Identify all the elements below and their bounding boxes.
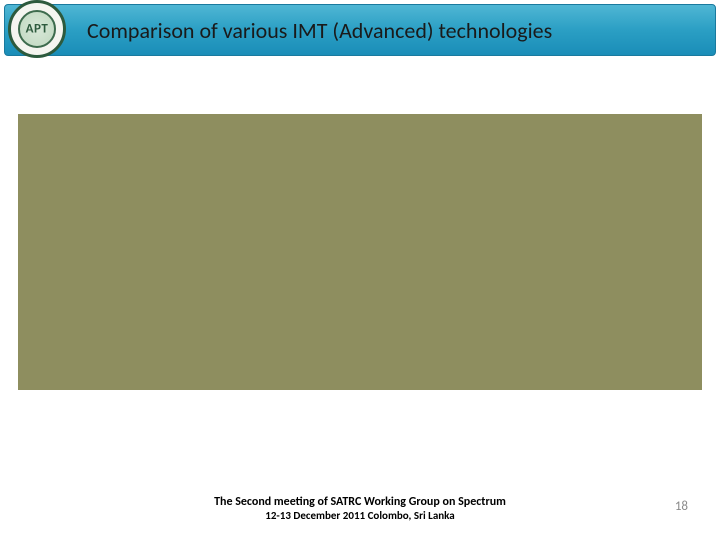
title-bar: Comparison of various IMT (Advanced) tec…: [4, 4, 716, 56]
logo-outer-circle: APT: [8, 0, 66, 58]
footer: The Second meeting of SATRC Working Grou…: [0, 495, 720, 522]
footer-line2: 12-13 December 2011 Colombo, Sri Lanka: [214, 509, 506, 522]
apt-logo: APT: [8, 0, 72, 64]
page-number: 18: [675, 499, 688, 514]
footer-text-block: The Second meeting of SATRC Working Grou…: [214, 495, 506, 522]
page-title: Comparison of various IMT (Advanced) tec…: [87, 17, 552, 44]
content-placeholder: [18, 114, 702, 390]
footer-line1: The Second meeting of SATRC Working Grou…: [214, 495, 506, 509]
logo-text: APT: [26, 22, 49, 37]
